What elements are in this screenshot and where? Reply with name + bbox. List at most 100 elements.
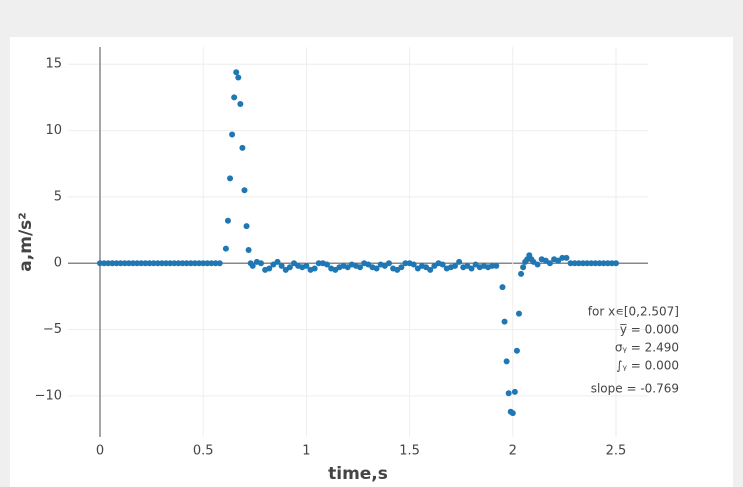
point [613, 260, 620, 267]
annotation: σᵧ = 2.490 [615, 341, 679, 355]
point [509, 410, 516, 417]
point [571, 260, 578, 267]
point [212, 260, 219, 267]
point [520, 264, 527, 271]
point [245, 246, 252, 253]
point [138, 260, 145, 267]
point [596, 260, 603, 267]
x-axis-title: time,s [328, 464, 388, 484]
point [563, 254, 570, 261]
point [200, 260, 207, 267]
y-tick-label: 0 [54, 256, 62, 271]
x-tick-label: 2.5 [606, 444, 627, 459]
point [286, 264, 293, 271]
point [113, 260, 120, 267]
point [196, 260, 203, 267]
annotation: y̅ = 0.000 [619, 323, 679, 337]
point [222, 245, 229, 252]
point [179, 260, 186, 267]
point [158, 260, 165, 267]
marks [96, 69, 620, 417]
point [357, 264, 364, 271]
point [183, 260, 190, 267]
point [511, 388, 518, 395]
point [274, 258, 281, 265]
point [402, 260, 409, 267]
point [121, 260, 128, 267]
point [456, 258, 463, 265]
point [249, 262, 256, 269]
point [315, 260, 322, 267]
y-axis-title: a,m/s² [16, 212, 36, 271]
point [398, 264, 405, 271]
point [567, 260, 574, 267]
annotation: slope = -0.769 [591, 382, 679, 396]
point [175, 260, 182, 267]
point [243, 223, 250, 230]
point [227, 175, 234, 182]
point [588, 260, 595, 267]
point [373, 265, 380, 272]
point [125, 260, 132, 267]
point [575, 260, 582, 267]
point [324, 261, 331, 268]
point [224, 217, 231, 224]
x-tick-label: 1 [302, 444, 310, 459]
point [608, 260, 615, 267]
x-tick-label: 2 [509, 444, 517, 459]
point [546, 260, 553, 267]
point [171, 260, 178, 267]
point [499, 284, 506, 291]
point [208, 260, 215, 267]
point [191, 260, 198, 267]
point [303, 262, 310, 269]
point [266, 265, 273, 272]
point [579, 260, 586, 267]
point [237, 101, 244, 108]
point [600, 260, 607, 267]
point [233, 69, 240, 76]
point [109, 260, 116, 267]
point [105, 260, 112, 267]
point [229, 131, 236, 138]
point [278, 262, 285, 269]
point [489, 262, 496, 269]
point [101, 260, 108, 267]
point [513, 347, 520, 354]
point [204, 260, 211, 267]
point [231, 94, 238, 101]
point [427, 266, 434, 273]
point [311, 265, 318, 272]
point [257, 260, 264, 267]
point [439, 261, 446, 268]
y-tick-label: 15 [45, 57, 62, 72]
y-tick-label: −5 [43, 322, 62, 337]
point [559, 254, 566, 261]
point [239, 144, 246, 151]
y-tick-label: −10 [35, 388, 62, 403]
point [142, 260, 149, 267]
point [515, 310, 522, 317]
point [154, 260, 161, 267]
x-tick-label: 1.5 [399, 444, 420, 459]
point [505, 390, 512, 397]
x-tick-label: 0 [96, 444, 104, 459]
point [187, 260, 194, 267]
point [518, 270, 525, 277]
point [167, 260, 174, 267]
point [216, 260, 223, 267]
point [150, 260, 157, 267]
point [452, 262, 459, 269]
point [503, 358, 510, 365]
point [241, 187, 248, 194]
point [501, 318, 508, 325]
point [117, 260, 124, 267]
point [385, 260, 392, 267]
point [410, 261, 417, 268]
point [604, 260, 611, 267]
point [235, 74, 242, 81]
annotation: ∫ᵧ = 0.000 [616, 359, 679, 373]
y-tick-label: 5 [54, 189, 62, 204]
x-tick-label: 0.5 [193, 444, 214, 459]
